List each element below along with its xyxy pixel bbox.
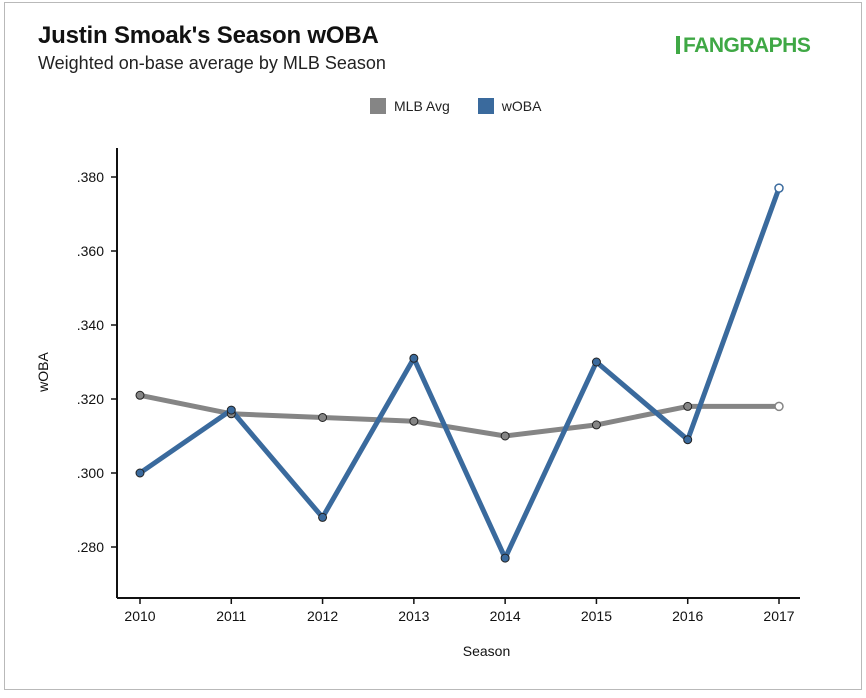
x-tick-label: 2014 (490, 608, 521, 624)
x-tick-label: 2015 (581, 608, 612, 624)
data-point-woba (774, 183, 784, 193)
y-tick-label: .360 (77, 243, 104, 259)
data-point-woba (318, 512, 328, 522)
data-point-mlb-avg (591, 420, 601, 430)
data-point-mlb-avg (409, 416, 419, 426)
data-point-woba (683, 435, 693, 445)
data-point-mlb-avg (774, 401, 784, 412)
data-point-mlb-avg (135, 390, 145, 400)
chart-legend: MLB Avg wOBA (370, 98, 569, 114)
x-tick-label: 2012 (307, 608, 338, 624)
y-tick-label: .340 (77, 317, 104, 333)
data-point-woba (135, 468, 145, 478)
x-tick-label: 2011 (216, 608, 246, 624)
data-point-woba (226, 405, 236, 415)
chart-frame (4, 2, 862, 690)
x-tick-label: 2010 (124, 608, 155, 624)
legend-label-woba: wOBA (501, 98, 542, 114)
data-point-woba (591, 357, 601, 367)
chart-subtitle: Weighted on-base average by MLB Season (38, 53, 386, 73)
y-tick-label: .280 (77, 539, 104, 555)
x-tick-label: 2017 (763, 608, 794, 624)
data-point-mlb-avg (683, 401, 693, 411)
legend-swatch-woba (477, 98, 494, 114)
data-point-woba (500, 553, 510, 563)
logo-bar-icon (676, 36, 680, 54)
x-tick-label: 2013 (398, 608, 429, 624)
legend-item-mlb-avg[interactable]: MLB Avg (370, 98, 450, 114)
y-tick-label: .380 (77, 169, 104, 185)
x-tick-label: 2016 (672, 608, 703, 624)
x-axis-title: Season (463, 643, 510, 659)
chart-title: Justin Smoak's Season wOBA (38, 22, 379, 49)
data-point-mlb-avg (318, 413, 328, 422)
legend-item-woba[interactable]: wOBA (477, 98, 542, 114)
legend-swatch-mlb-avg (370, 98, 386, 114)
series-line-woba (137, 185, 782, 561)
y-tick-label: .300 (77, 465, 104, 481)
series-line-mlb-avg (137, 392, 782, 439)
logo-text: FANGRAPHS (683, 34, 811, 57)
data-point-mlb-avg (500, 431, 510, 441)
fangraphs-logo[interactable]: FANGRAPHS (676, 34, 811, 58)
legend-label-mlb-avg: MLB Avg (394, 98, 450, 114)
data-point-woba (409, 353, 419, 363)
y-axis-title: wOBA (35, 352, 51, 393)
y-tick-label: .320 (77, 391, 104, 407)
